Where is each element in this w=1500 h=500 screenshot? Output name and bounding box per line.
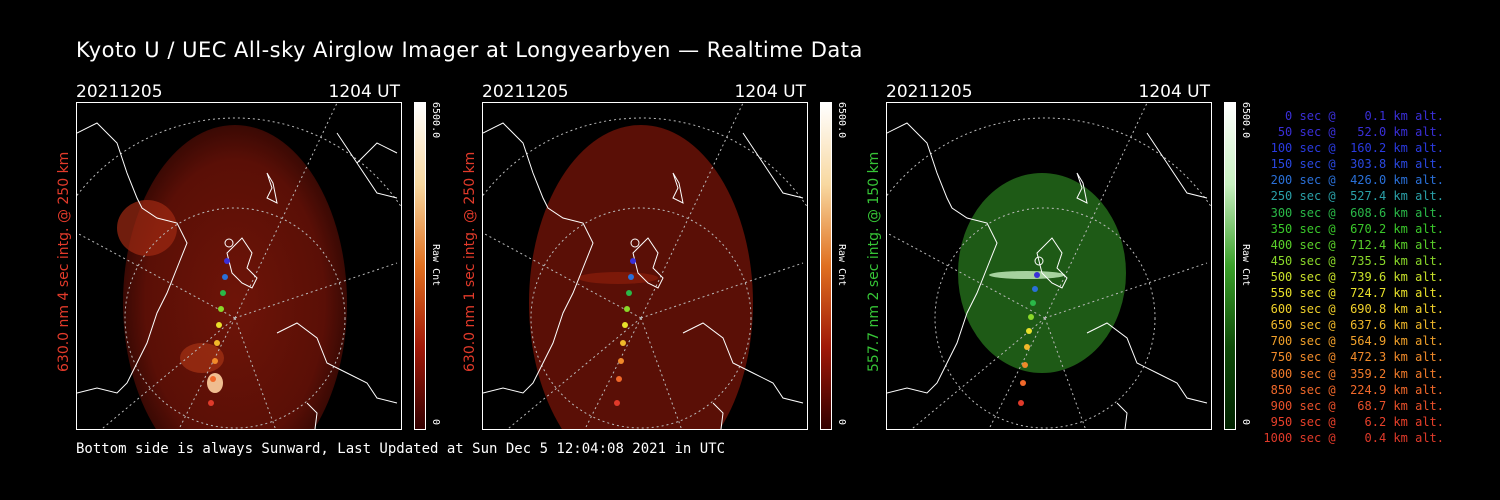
colorbar-1 <box>414 102 426 430</box>
legend-row: 700 sec @ 564.9 km alt. <box>1263 334 1444 349</box>
airglow-bright-patch <box>180 343 224 373</box>
colorbar-3-unit: Raw Cnt <box>1240 244 1251 287</box>
panel-3-time: 1204 UT <box>1138 82 1211 102</box>
legend-row: 500 sec @ 739.6 km alt. <box>1263 269 1444 284</box>
trajectory-point <box>212 358 218 364</box>
trajectory-point <box>628 274 634 280</box>
airglow-field <box>123 125 347 429</box>
panel-2-time: 1204 UT <box>734 82 807 102</box>
trajectory-point <box>626 290 632 296</box>
grid-lines <box>483 103 807 429</box>
panel-2-date: 20211205 <box>482 82 569 102</box>
trajectory-point <box>1026 328 1032 334</box>
trajectory-point <box>218 306 224 312</box>
legend-row: 850 sec @ 224.9 km alt. <box>1263 382 1444 397</box>
trajectory-point <box>618 358 624 364</box>
panel-1-ylabel: 630.0 nm 4 sec intg. @ 250 km <box>56 151 72 372</box>
legend-row: 250 sec @ 527.4 km alt. <box>1263 189 1444 204</box>
trajectory-point <box>624 306 630 312</box>
allsky-image-2 <box>483 103 807 429</box>
allsky-image-1 <box>77 103 401 429</box>
legend-row: 1000 sec @ 0.4 km alt. <box>1263 430 1444 445</box>
colorbar-3-min: 0 <box>1240 419 1251 426</box>
trajectory-point <box>1028 314 1034 320</box>
legend-row: 750 sec @ 472.3 km alt. <box>1263 350 1444 365</box>
trajectory-point <box>1030 300 1036 306</box>
panel-1-date: 20211205 <box>76 82 163 102</box>
panel-3-date: 20211205 <box>886 82 973 102</box>
airglow-bright-patch <box>117 200 177 256</box>
colorbar-2 <box>820 102 832 430</box>
trajectory-point <box>616 376 622 382</box>
colorbar-2-max: 6500.0 <box>836 102 847 139</box>
coastlines <box>483 122 804 429</box>
legend-row: 950 sec @ 6.2 km alt. <box>1263 414 1444 429</box>
panel-2-image <box>482 102 808 430</box>
colorbar-3-max: 6500.0 <box>1240 102 1251 139</box>
grid-lines <box>77 103 401 429</box>
airglow-arc <box>989 271 1065 279</box>
trajectory-point <box>214 340 220 346</box>
trajectory <box>1018 256 1044 406</box>
trajectory-point <box>210 376 216 382</box>
trajectory-point <box>1034 256 1044 266</box>
trajectory-point <box>208 400 214 406</box>
allsky-image-3 <box>887 103 1211 429</box>
legend-row: 400 sec @ 712.4 km alt. <box>1263 237 1444 252</box>
trajectory-point <box>620 340 626 346</box>
trajectory <box>614 238 640 406</box>
colorbar-3 <box>1224 102 1236 430</box>
colorbar-1-max: 6500.0 <box>430 102 441 139</box>
legend-row: 300 sec @ 608.6 km alt. <box>1263 205 1444 220</box>
colorbar-2-min: 0 <box>836 419 847 426</box>
footer-note: Bottom side is always Sunward, Last Upda… <box>76 441 726 457</box>
legend-row: 150 sec @ 303.8 km alt. <box>1263 157 1444 172</box>
trajectory-point <box>1034 272 1040 278</box>
trajectory <box>208 238 234 406</box>
trajectory-point <box>1024 344 1030 350</box>
legend-row: 550 sec @ 724.7 km alt. <box>1263 286 1444 301</box>
trajectory-point <box>614 400 620 406</box>
trajectory-point <box>220 290 226 296</box>
trajectory-point <box>224 238 234 248</box>
legend-row: 900 sec @ 68.7 km alt. <box>1263 398 1444 413</box>
airglow-arc <box>578 272 658 284</box>
trajectory-point <box>630 258 636 264</box>
legend-row: 200 sec @ 426.0 km alt. <box>1263 173 1444 188</box>
panel-3-ylabel: 557.7 nm 2 sec intg. @ 150 km <box>866 151 882 372</box>
panel-1-image <box>76 102 402 430</box>
legend-row: 600 sec @ 690.8 km alt. <box>1263 302 1444 317</box>
legend-row: 350 sec @ 670.2 km alt. <box>1263 221 1444 236</box>
trajectory-point <box>224 258 230 264</box>
trajectory-point <box>1020 380 1026 386</box>
coastlines <box>77 122 398 429</box>
panel-2-ylabel: 630.0 nm 1 sec intg. @ 250 km <box>462 151 478 372</box>
page-title: Kyoto U / UEC All-sky Airglow Imager at … <box>76 38 863 62</box>
panel-1-time: 1204 UT <box>328 82 401 102</box>
legend-row: 650 sec @ 637.6 km alt. <box>1263 318 1444 333</box>
trajectory-point <box>216 322 222 328</box>
trajectory-point <box>1032 286 1038 292</box>
legend-row: 50 sec @ 52.0 km alt. <box>1263 125 1444 140</box>
legend-row: 0 sec @ 0.1 km alt. <box>1263 109 1444 123</box>
legend-row: 450 sec @ 735.5 km alt. <box>1263 253 1444 268</box>
colorbar-1-min: 0 <box>430 419 441 426</box>
legend-row: 800 sec @ 359.2 km alt. <box>1263 366 1444 381</box>
legend-row: 100 sec @ 160.2 km alt. <box>1263 141 1444 156</box>
trajectory-point <box>222 274 228 280</box>
grid-lines <box>887 103 1211 429</box>
trajectory-point <box>630 238 640 248</box>
trajectory-point <box>1018 400 1024 406</box>
coastlines <box>887 122 1208 429</box>
trajectory-legend: 0 sec @ 0.1 km alt. 50 sec @ 52.0 km alt… <box>1262 108 1444 446</box>
trajectory-point <box>622 322 628 328</box>
colorbar-2-unit: Raw Cnt <box>836 244 847 287</box>
airglow-bright-spot <box>207 373 223 393</box>
panel-3-image <box>886 102 1212 430</box>
colorbar-1-unit: Raw Cnt <box>430 244 441 287</box>
trajectory-point <box>1022 362 1028 368</box>
